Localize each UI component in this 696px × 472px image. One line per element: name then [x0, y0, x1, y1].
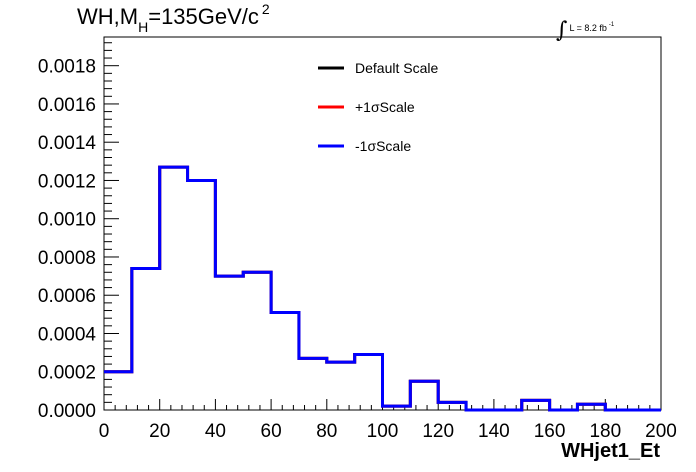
axes: 0 20 40 60 80 100 120 140 160 180 200 0.0000 0.0002 0…: [38, 36, 677, 442]
x-tick-label: 0: [99, 421, 110, 442]
y-tick-label: 0.0006: [38, 286, 96, 307]
histogram-line: [104, 165, 661, 412]
y-tick-label: 0.0014: [38, 133, 97, 154]
legend-label: -1σScale: [355, 138, 411, 154]
y-tick-label: 0.0012: [38, 171, 96, 192]
x-tick-label: 140: [478, 421, 510, 442]
x-tick-label: 80: [316, 421, 337, 442]
x-tick-label: 20: [149, 421, 170, 442]
y-tick-label: 0.0000: [38, 401, 96, 422]
y-tick-label: 0.0008: [38, 248, 96, 269]
y-tick-label: 0.0002: [38, 363, 96, 384]
x-tick-label: 160: [534, 421, 566, 442]
legend-label: +1σScale: [355, 99, 415, 115]
x-tick-label: 180: [589, 421, 621, 442]
y-tick-label: 0.0004: [38, 324, 97, 345]
y-tick-label: 0.0018: [38, 57, 96, 78]
legend-label: Default Scale: [355, 60, 438, 76]
chart-title: WH,MH=135GeV/c 2: [77, 1, 270, 35]
luminosity-label: ∫ L = 8.2 fb -1: [556, 18, 615, 43]
x-tick-label: 200: [645, 421, 677, 442]
x-axis-label: WHjet1_Et: [561, 440, 660, 462]
x-tick-label: 100: [367, 421, 399, 442]
y-tick-label: 0.0016: [38, 95, 96, 116]
legend: Default Scale +1σScale -1σScale: [318, 60, 438, 154]
histogram-series: [104, 165, 661, 412]
y-tick-label: 0.0010: [38, 210, 96, 231]
x-tick-label: 120: [422, 421, 454, 442]
x-tick-label: 60: [261, 421, 282, 442]
x-tick-label: 40: [205, 421, 226, 442]
